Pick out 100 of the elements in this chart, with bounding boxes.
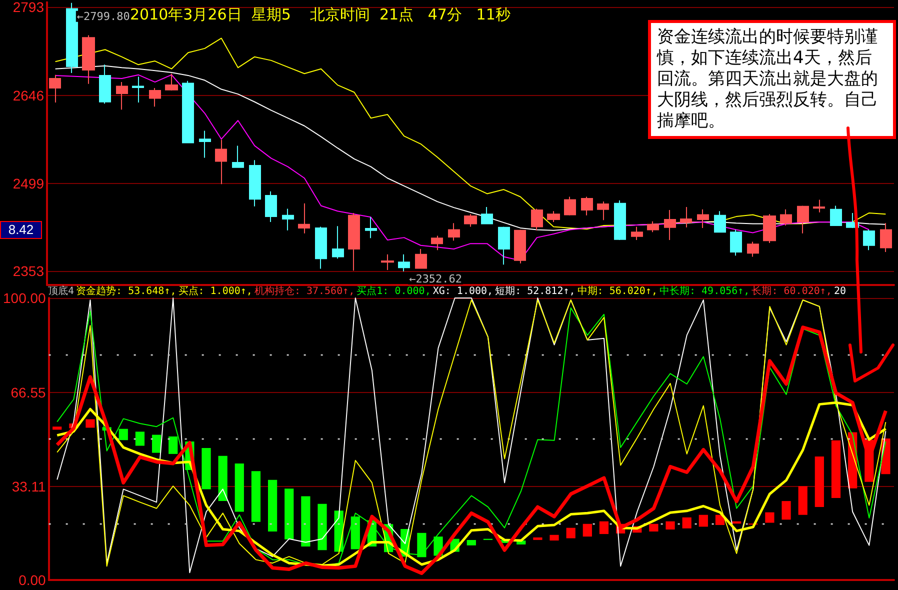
text: 中期: 56.020↑,: [577, 286, 658, 297]
text: 长期: 60.020↑,: [752, 286, 832, 297]
bar: [417, 532, 426, 558]
candlestick: [614, 200, 626, 240]
candlestick: [747, 241, 759, 258]
candlestick: [448, 222, 460, 242]
candlestick: [631, 226, 643, 240]
bar: [202, 448, 211, 490]
candlestick: [664, 209, 676, 240]
bar: [782, 501, 791, 520]
bar: [318, 504, 327, 550]
y-tick-label: 2646: [12, 87, 44, 104]
bar: [118, 428, 128, 440]
candlestick: [863, 229, 875, 251]
candlestick: [813, 199, 825, 213]
y-tick-label: 2499: [12, 176, 44, 192]
bar: [218, 456, 228, 502]
candlestick: [315, 226, 327, 270]
bar: [831, 440, 841, 498]
bar: [533, 537, 542, 540]
y-tick-label: 0.00: [18, 572, 46, 588]
y-tick-label: 66.55: [10, 384, 46, 400]
candlestick: [249, 160, 261, 207]
text: 买点1: 0.000,: [356, 286, 431, 297]
bar: [599, 521, 609, 534]
candlestick: [481, 206, 493, 224]
text: 8.42: [0, 220, 42, 239]
text: 买点: 1.000↑,: [178, 286, 252, 297]
candlestick: [298, 202, 310, 234]
candlestick: [514, 229, 526, 264]
bar: [649, 524, 658, 532]
annotation: ←2799.80: [76, 10, 130, 23]
bar: [284, 488, 294, 540]
candlestick: [182, 80, 194, 144]
candlestick: [531, 208, 543, 231]
candlestick: [165, 73, 178, 91]
candlestick: [830, 205, 842, 226]
candlestick: [398, 254, 410, 272]
bar: [582, 524, 592, 537]
candlestick: [348, 212, 360, 272]
candlestick: [498, 226, 510, 266]
bar: [268, 480, 278, 532]
candlestick: [82, 34, 95, 84]
y-tick-label: 100.00: [2, 290, 46, 306]
candlestick: [880, 222, 892, 252]
y-tick-label: 33.11: [12, 478, 46, 495]
candlestick: [265, 190, 277, 222]
bar: [798, 486, 808, 515]
candlestick: [780, 208, 792, 226]
bar: [86, 419, 95, 428]
bar: [765, 512, 774, 523]
candlestick: [66, 2, 78, 74]
bar: [52, 426, 62, 430]
candlestick: [763, 214, 776, 244]
candlestick: [730, 229, 742, 256]
candlestick: [647, 220, 659, 233]
bar: [350, 516, 360, 550]
text: 顶底4: [48, 286, 74, 297]
bar: [682, 517, 692, 528]
bar: [698, 514, 708, 527]
candlestick: [282, 208, 294, 231]
bar: [466, 540, 476, 546]
bar: [135, 432, 145, 446]
candlestick: [381, 254, 394, 270]
bar: [550, 534, 559, 541]
bar: [666, 521, 675, 530]
candlestick: [697, 208, 709, 228]
bar: [566, 528, 576, 538]
bar: [152, 434, 162, 453]
chart-title: 2010年3月26日 星期5 北京时间 21点 47分 11秒: [130, 6, 510, 24]
annotation: ←2352.62: [409, 272, 462, 286]
candlestick: [149, 88, 161, 108]
text: 机构持仓: 37.560↑,: [254, 286, 355, 297]
candlestick: [199, 130, 211, 158]
candlestick: [464, 214, 477, 228]
candlestick: [797, 205, 809, 234]
annotation: 资金连续流出的时候要特别谨慎，如下连续流出4天，然后回流。第四天流出就是大盘的大阴线，然后强烈反转。自己揣摩吧。: [648, 20, 896, 139]
text: 20: [834, 286, 846, 297]
candlestick: [547, 210, 560, 222]
candlestick: [116, 82, 128, 110]
candlestick: [215, 139, 227, 185]
candlestick: [415, 248, 427, 270]
text: 中长期: 49.056↑,: [660, 286, 750, 297]
candlestick: [132, 76, 144, 103]
candlestick: [431, 235, 443, 251]
candlestick: [332, 226, 344, 260]
bar: [301, 496, 310, 546]
bar: [234, 464, 244, 512]
y-tick-label: 2793: [12, 0, 44, 15]
y-tick-label: 2353: [12, 263, 44, 280]
candlestick: [232, 145, 244, 168]
candlestick: [714, 210, 726, 233]
candlestick: [564, 196, 576, 216]
candlestick: [581, 196, 593, 216]
text: 短期: 52.812↑,: [495, 286, 576, 297]
candlestick: [99, 64, 111, 104]
candlestick: [597, 201, 609, 221]
bar: [251, 471, 261, 522]
candlestick: [680, 206, 692, 228]
text: XG: 1.000,: [432, 286, 494, 297]
